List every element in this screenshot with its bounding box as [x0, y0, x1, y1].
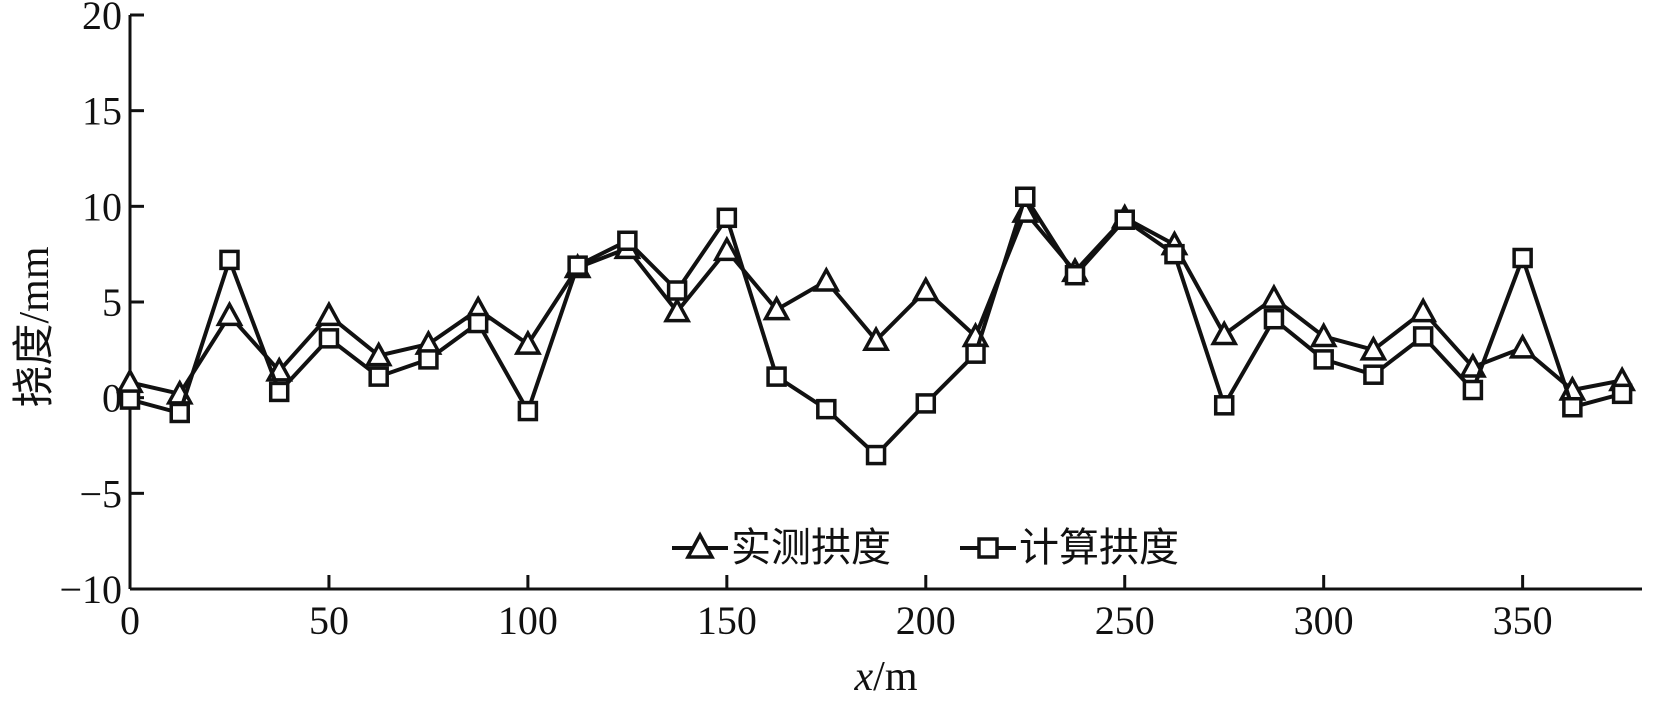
square-point: [418, 349, 439, 370]
square-point: [617, 230, 638, 252]
square-point: [1562, 396, 1583, 418]
legend: 实测拱度 计算拱度: [672, 525, 1179, 571]
x-tick-label: 250: [1095, 598, 1155, 643]
x-axis-title: x/m: [854, 654, 918, 700]
square-point: [567, 255, 588, 276]
triangle-point: [513, 329, 542, 355]
triangle-point: [116, 367, 144, 394]
triangle-point: [314, 300, 343, 327]
triangle-point: [1259, 283, 1288, 309]
square-point: [219, 249, 240, 271]
x-tick-label: 300: [1294, 598, 1354, 643]
square-point: [1015, 186, 1036, 208]
legend-triangle-marker: [685, 531, 715, 559]
y-axis-title: 挠度/mm: [12, 246, 58, 407]
square-point: [1064, 264, 1086, 286]
legend-item-calculated: 计算拱度: [960, 525, 1179, 571]
square-point: [1164, 243, 1185, 265]
square-point: [865, 444, 887, 466]
axes: [128, 15, 1642, 591]
triangle-point: [862, 325, 891, 352]
y-tick-label: −5: [79, 471, 122, 516]
series-line: [129, 210, 1623, 396]
square-point: [169, 402, 190, 424]
x-tick-label: 0: [120, 598, 140, 643]
triangle-point: [1309, 321, 1338, 348]
x-axis-unit: /m: [873, 654, 918, 700]
y-tick-label: −10: [59, 567, 122, 612]
legend-item-measured: 实测拱度: [672, 525, 891, 571]
x-tick-label: 50: [309, 598, 349, 643]
triangle-point: [1359, 335, 1388, 361]
square-point: [467, 312, 489, 334]
y-tick-label: 10: [82, 184, 122, 229]
x-tick-label: 200: [896, 598, 956, 643]
triangle-point: [712, 235, 741, 262]
series-calculated: [119, 186, 1633, 466]
x-tick-label: 350: [1493, 598, 1553, 643]
triangle-point: [1508, 333, 1537, 359]
y-tick-label: 0: [102, 376, 122, 421]
square-point: [368, 366, 389, 387]
square-point: [1263, 308, 1285, 330]
x-ticks: 0 50 100 150 200 250 300 350: [120, 575, 1553, 643]
square-point: [268, 381, 290, 403]
square-point: [1114, 209, 1135, 230]
triangle-point: [1210, 319, 1239, 346]
x-tick-label: 150: [697, 598, 757, 643]
x-axis-variable: x: [854, 654, 874, 700]
square-point: [318, 328, 340, 349]
square-point: [915, 393, 937, 414]
triangle-point: [663, 296, 692, 323]
square-point: [716, 207, 738, 229]
x-tick-label: 100: [498, 598, 558, 643]
triangle-point: [215, 300, 244, 327]
square-point: [1512, 247, 1533, 269]
triangle-point: [364, 340, 393, 367]
series-layer: [116, 186, 1637, 466]
square-point: [119, 389, 141, 410]
square-point: [1213, 395, 1235, 416]
y-ticks: 20 15 10 5 0 −5 −10: [59, 0, 144, 612]
square-point: [1313, 349, 1334, 370]
square-point: [666, 280, 688, 301]
square-point: [965, 343, 986, 364]
series-measured: [116, 197, 1637, 405]
square-point: [1363, 364, 1384, 385]
triangle-point: [1409, 296, 1438, 323]
square-point: [1462, 379, 1484, 401]
legend-label-calculated: 计算拱度: [1019, 525, 1179, 571]
triangle-point: [812, 266, 841, 292]
triangle-point: [911, 275, 940, 302]
square-point: [816, 398, 837, 420]
y-tick-label: 5: [102, 280, 122, 325]
square-point: [517, 400, 539, 422]
square-point: [1611, 383, 1633, 405]
y-tick-label: 20: [82, 0, 122, 38]
square-point: [1412, 326, 1434, 347]
legend-label-measured: 实测拱度: [731, 525, 891, 571]
triangle-point: [762, 295, 791, 321]
square-point: [766, 366, 787, 387]
legend-square-marker: [977, 537, 999, 559]
y-tick-label: 15: [82, 89, 122, 134]
